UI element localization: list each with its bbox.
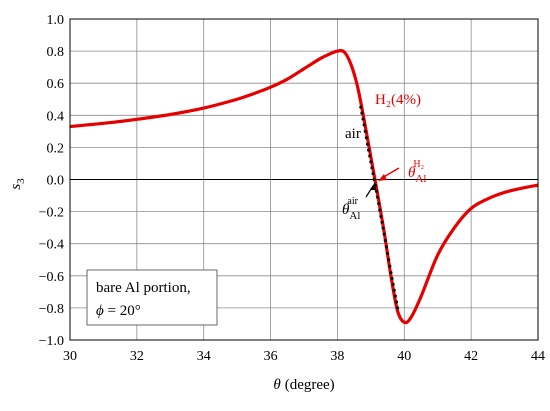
x-tick-label: 38 xyxy=(330,349,344,364)
series-air-dots xyxy=(359,105,400,310)
y-tick-label: 0.2 xyxy=(47,141,65,156)
series-air-point xyxy=(385,251,390,255)
condition-box xyxy=(86,269,218,326)
series-air-point xyxy=(367,148,371,152)
series-air-point xyxy=(391,282,395,286)
plot-frame xyxy=(69,18,539,341)
condition-line2: ϕ = 20° xyxy=(96,303,141,319)
series-air-point xyxy=(372,177,376,182)
x-tick-label: 36 xyxy=(264,349,278,364)
series-air-point xyxy=(388,264,392,268)
series-air-point xyxy=(361,117,365,121)
theta-al-h2-arrowhead xyxy=(378,174,387,181)
grid-lines xyxy=(69,18,539,341)
series-air-point xyxy=(363,129,367,133)
series-air-point xyxy=(362,123,366,127)
series-air-point xyxy=(384,245,389,249)
theta-al-air-arrowhead xyxy=(370,182,376,190)
y-tick-label: 0.8 xyxy=(47,45,65,60)
series-air-point xyxy=(378,208,382,212)
x-tick-label: 44 xyxy=(531,349,545,364)
series-air-point xyxy=(365,142,370,146)
series-air-point xyxy=(381,226,385,230)
series-air-point xyxy=(377,201,381,206)
y-tick-label: 0.4 xyxy=(47,109,65,124)
series-air-point xyxy=(368,154,372,158)
series-air-point xyxy=(383,238,387,243)
series-air-point xyxy=(387,258,391,262)
y-tick-label: −0.8 xyxy=(39,302,64,317)
series-air-point xyxy=(369,160,373,164)
theta-al-air-label: θAlair xyxy=(342,196,360,222)
series-air-point xyxy=(380,220,384,224)
series-h2-path xyxy=(69,49,539,325)
x-tick-label: 40 xyxy=(397,349,411,364)
y-tick-label: 1.0 xyxy=(47,13,65,28)
series-air-point xyxy=(370,166,374,170)
y-tick-label: 0.0 xyxy=(47,174,65,189)
x-tick-label: 30 xyxy=(63,349,77,364)
air-series-label: air xyxy=(345,126,361,142)
series-air-point xyxy=(371,172,375,176)
series-air-point xyxy=(396,306,400,310)
x-tick-label: 42 xyxy=(464,349,478,364)
series-air-point xyxy=(375,195,380,199)
condition-line1: bare Al portion, xyxy=(96,280,191,296)
x-axis-label: θ (degree) xyxy=(273,377,334,393)
y-tick-label: −1.0 xyxy=(39,334,64,349)
series-air-point xyxy=(382,232,386,236)
x-axis-ticks: 30 32 34 36 38 40 42 44 xyxy=(63,349,545,364)
series-air-point xyxy=(394,300,399,304)
series-air-point xyxy=(389,270,393,275)
y-tick-label: −0.4 xyxy=(39,238,64,253)
y-axis-ticks: 1.0 0.8 0.6 0.4 0.2 0.0 −0.2 −0.4 −0.6 −0.8 −1.0 xyxy=(39,13,64,349)
series-h2-line xyxy=(69,49,539,325)
series-air-point xyxy=(379,214,383,219)
h2-series-label: H₂(4%) xyxy=(375,92,421,108)
series-air-point xyxy=(374,189,379,193)
x-tick-label: 32 xyxy=(130,349,144,364)
y-tick-label: −0.6 xyxy=(39,270,64,285)
x-tick-label: 34 xyxy=(197,349,211,364)
series-air-point xyxy=(392,288,396,292)
y-axis-label: s3 xyxy=(8,178,27,190)
series-air-point xyxy=(364,136,368,140)
series-air-point xyxy=(393,294,397,298)
series-air-point xyxy=(360,111,364,115)
series-air-point xyxy=(390,276,394,281)
y-tick-label: 0.6 xyxy=(47,77,65,92)
y-tick-label: −0.2 xyxy=(39,206,64,221)
series-air-point xyxy=(359,105,363,109)
theta-al-h2-label: θAlH₂ xyxy=(408,159,426,185)
